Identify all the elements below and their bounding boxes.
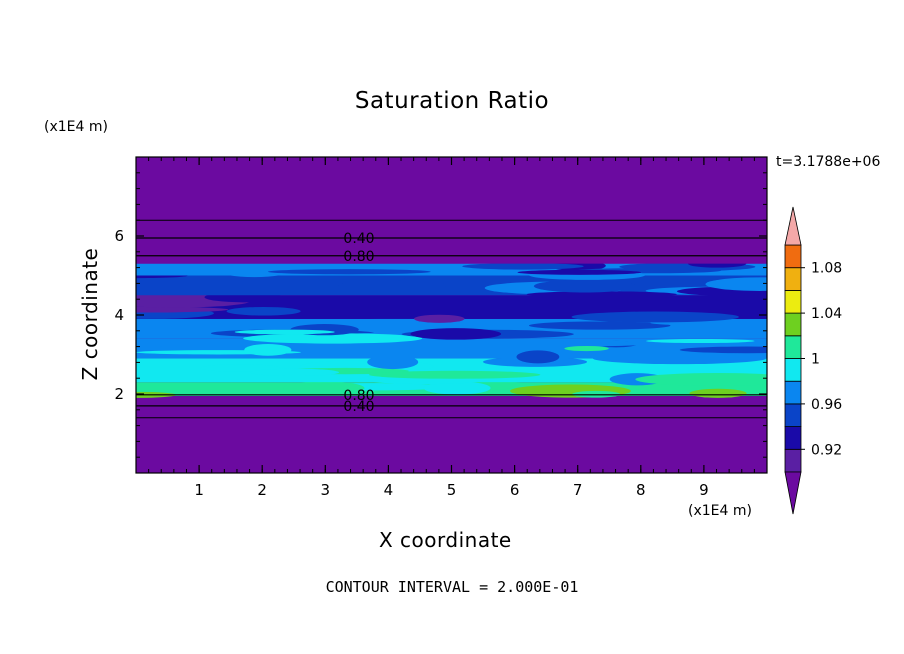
contour-lines: 0.400.800.800.40 bbox=[136, 219, 767, 419]
x-tick-label: 2 bbox=[257, 481, 267, 499]
contour-label: 0.80 bbox=[343, 388, 374, 404]
heatmap-field bbox=[136, 157, 767, 473]
x-tick-label: 8 bbox=[636, 481, 646, 499]
field-patch bbox=[646, 339, 755, 344]
colorbar-label: 0.92 bbox=[811, 442, 842, 458]
field-patch bbox=[526, 291, 677, 298]
field-band bbox=[136, 358, 767, 383]
colorbar-swatch bbox=[784, 267, 802, 291]
field-patch bbox=[689, 388, 747, 398]
colorbar-swatch bbox=[784, 358, 802, 382]
x-tick-label: 7 bbox=[573, 481, 583, 499]
colorbar-swatch bbox=[784, 448, 802, 473]
field-patch bbox=[218, 264, 291, 278]
colorbar-label: 1.08 bbox=[811, 261, 842, 277]
field-patch bbox=[679, 346, 767, 354]
field-patch bbox=[571, 311, 739, 323]
field-patch bbox=[234, 329, 335, 335]
chart-title: Saturation Ratio bbox=[354, 88, 550, 114]
field-patch bbox=[488, 340, 652, 347]
colorbar-bottom-arrow bbox=[784, 471, 802, 515]
y-tick-label: 2 bbox=[114, 385, 124, 403]
field-patch bbox=[414, 314, 465, 323]
y-axis-unit: (x1E4 m) bbox=[44, 119, 108, 135]
contour-label: 0.40 bbox=[343, 399, 374, 415]
colorbar: 0.92 0.96 1 1.04 1.08 bbox=[784, 206, 842, 515]
field-patch bbox=[592, 352, 767, 365]
field-patch bbox=[423, 381, 491, 395]
field-patch bbox=[517, 269, 642, 275]
field-patch bbox=[226, 306, 301, 316]
field-patch bbox=[564, 345, 609, 352]
colorbar-swatch bbox=[784, 426, 802, 450]
colorbar-top-arrow bbox=[784, 206, 802, 246]
time-label: t=3.1788e+06 bbox=[776, 154, 881, 170]
field-patch bbox=[516, 350, 560, 364]
field-patch bbox=[267, 269, 431, 275]
field-patch bbox=[200, 364, 281, 372]
x-tick-label: 1 bbox=[194, 481, 204, 499]
field-patch bbox=[533, 279, 636, 293]
field-patch bbox=[635, 372, 767, 386]
field-patch bbox=[136, 306, 229, 313]
x-tick-label: 6 bbox=[510, 481, 520, 499]
field-patch bbox=[368, 370, 541, 379]
colorbar-swatch bbox=[784, 312, 802, 337]
field-band bbox=[136, 395, 767, 473]
field-patch bbox=[462, 263, 584, 270]
field-patch bbox=[528, 321, 671, 330]
colorbar-swatch bbox=[784, 335, 802, 359]
colorbar-swatch bbox=[784, 289, 802, 314]
colorbar-swatch bbox=[784, 403, 802, 427]
contour-interval-label: CONTOUR INTERVAL = 2.000E-01 bbox=[325, 578, 579, 596]
x-axis-unit: (x1E4 m) bbox=[688, 503, 752, 519]
field-patch bbox=[283, 381, 365, 395]
contour-label: 0.80 bbox=[343, 249, 374, 265]
field-patch bbox=[691, 304, 749, 311]
field-patch bbox=[249, 368, 339, 377]
colorbar-swatch bbox=[784, 380, 802, 405]
field-patch bbox=[328, 307, 477, 316]
colorbar-label: 0.96 bbox=[811, 397, 842, 413]
x-tick-label: 4 bbox=[384, 481, 394, 499]
field-band bbox=[136, 157, 767, 264]
field-patch bbox=[705, 277, 767, 291]
field-patch bbox=[367, 355, 419, 370]
axis-ticks: 1 2 3 4 5 6 7 8 9 2 4 6 bbox=[114, 157, 768, 499]
x-tick-label: 9 bbox=[699, 481, 709, 499]
field-patch bbox=[243, 333, 423, 344]
contour-label: 0.40 bbox=[343, 231, 374, 247]
x-tick-label: 5 bbox=[447, 481, 457, 499]
field-patch bbox=[136, 350, 301, 355]
field-band bbox=[136, 263, 767, 276]
x-axis-label: X coordinate bbox=[379, 528, 512, 552]
x-tick-label: 3 bbox=[321, 481, 331, 499]
colorbar-label: 1 bbox=[811, 352, 820, 368]
colorbar-swatch bbox=[784, 244, 802, 269]
colorbar-label: 1.04 bbox=[811, 306, 842, 322]
y-tick-label: 6 bbox=[114, 227, 124, 245]
y-tick-label: 4 bbox=[114, 306, 124, 324]
field-patch bbox=[410, 328, 502, 340]
